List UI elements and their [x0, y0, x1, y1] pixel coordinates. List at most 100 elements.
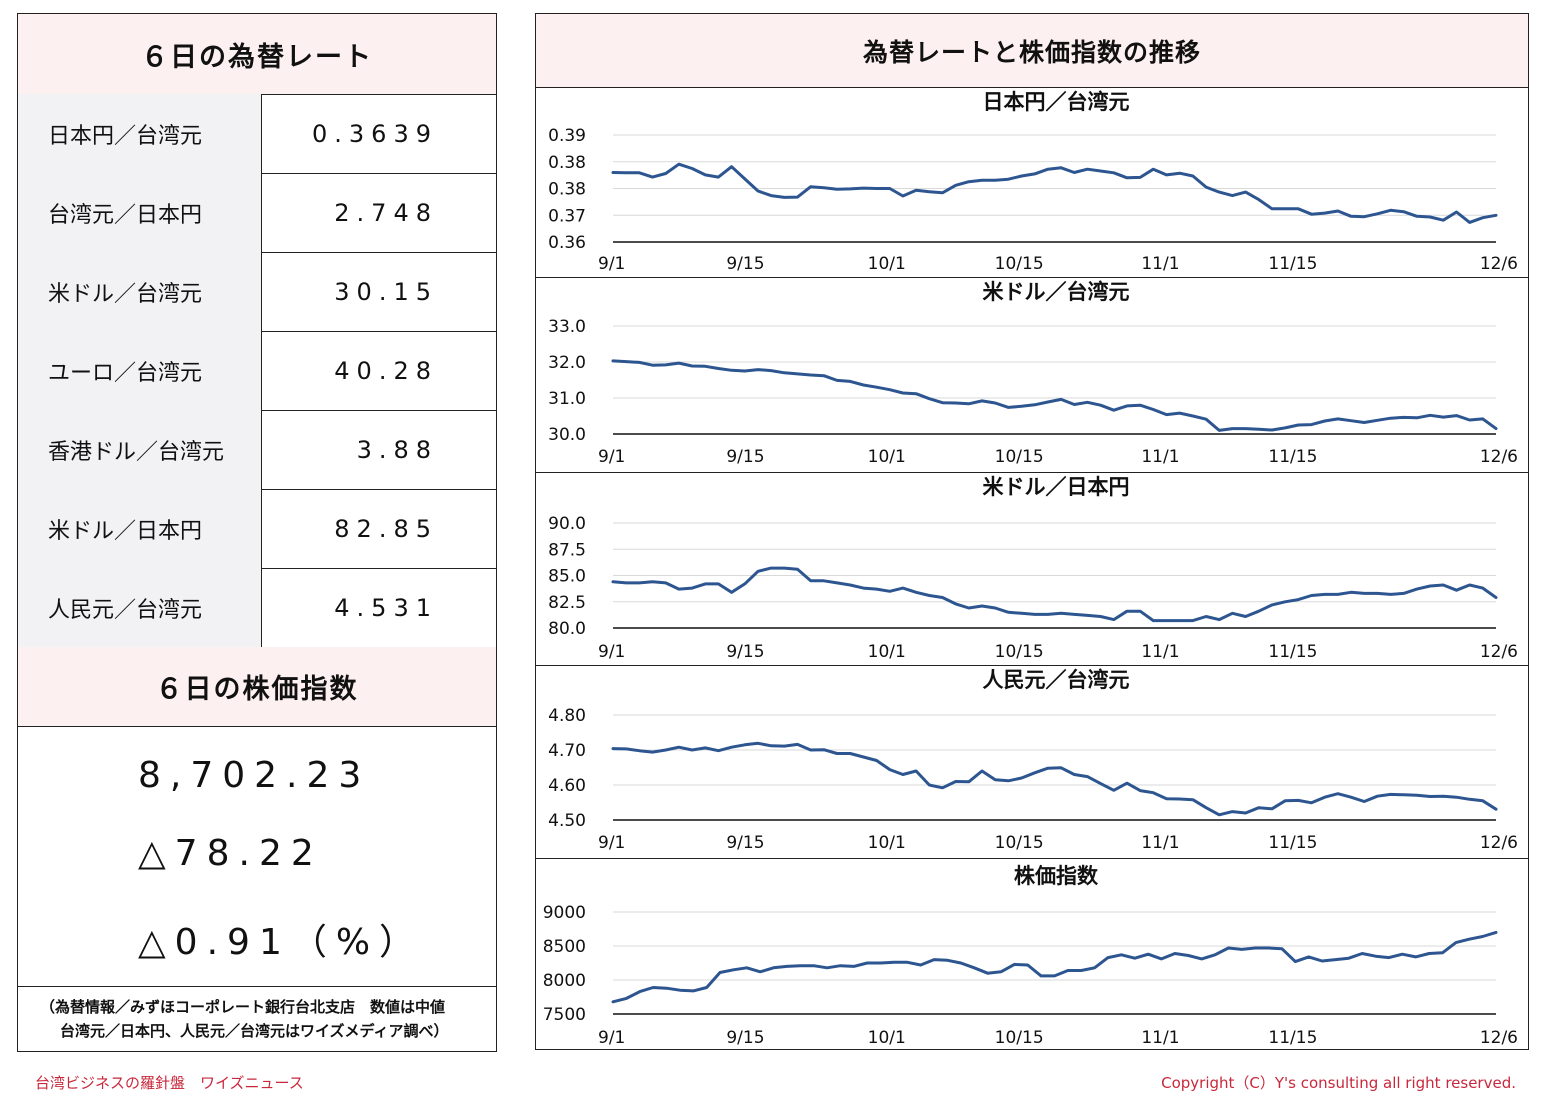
rate-value: 40.28: [334, 356, 438, 385]
chart-svg: 株価指数 9000 8500 8000 7500 9/1 9/15 10/1 10/15 11/1…: [543, 864, 1518, 1048]
x-tick-label: 9/15: [726, 1028, 764, 1048]
footer-copyright: Copyright（C）Y's consulting all right res…: [1161, 1074, 1516, 1092]
x-tick-label: 10/15: [995, 1028, 1044, 1048]
x-tick-label: 9/1: [598, 833, 625, 853]
rate-name: 米ドル／台湾元: [18, 252, 262, 331]
y-tick-label: 4.60: [548, 776, 586, 796]
chart-title: 人民元／台湾元: [983, 668, 1130, 692]
source-note: （為替情報／みずほコーポレート銀行台北支店 数値は中値 台湾元／日本円、人民元／…: [18, 986, 496, 1051]
x-tick-label: 12/6: [1480, 1028, 1518, 1048]
rate-name: 台湾元／日本円: [18, 173, 262, 252]
x-tick-label: 12/6: [1480, 447, 1518, 467]
chart-title: 日本円／台湾元: [983, 90, 1130, 114]
x-tick-label: 12/6: [1480, 642, 1518, 662]
rate-row: 香港ドル／台湾元 3.88: [18, 410, 496, 490]
x-tick-label: 12/6: [1480, 833, 1518, 853]
x-tick-label: 12/6: [1480, 254, 1518, 274]
rate-value: 3.88: [356, 435, 438, 464]
chart-svg: 人民元／台湾元 4.80 4.70 4.60 4.50 9/1 9/15 10/1 10/15 1…: [548, 668, 1518, 853]
chart-svg: 米ドル／日本円 90.0 87.5 85.0 82.5 80.0 9/1 9/15 10/1 10…: [548, 475, 1518, 662]
x-tick-label: 10/1: [868, 1028, 906, 1048]
y-tick-label: 0.39: [548, 126, 586, 146]
y-tick-label: 90.0: [548, 514, 586, 534]
x-tick-label: 11/15: [1268, 1028, 1317, 1048]
x-tick-label: 11/1: [1141, 1028, 1179, 1048]
y-tick-label: 82.5: [548, 593, 586, 613]
rate-row: 台湾元／日本円 2.748: [18, 173, 496, 253]
y-tick-label: 8500: [543, 937, 586, 957]
rates-title: ６日の為替レート: [18, 14, 496, 95]
chart-title: 株価指数: [1014, 864, 1099, 888]
x-tick-label: 9/15: [726, 833, 764, 853]
charts-panel: 為替レートと株価指数の推移 日本円／台湾元 0.39 0.38 0.38 0.37 0.3…: [535, 13, 1529, 1050]
x-tick-label: 10/15: [995, 833, 1044, 853]
rate-row: 米ドル／日本円 82.85: [18, 489, 496, 569]
y-tick-label: 8000: [543, 971, 586, 991]
rate-row: 米ドル／台湾元 30.15: [18, 252, 496, 332]
y-tick-label: 33.0: [548, 317, 586, 337]
y-tick-label: 31.0: [548, 389, 586, 409]
x-tick-label: 11/1: [1141, 254, 1179, 274]
x-tick-label: 9/1: [598, 1028, 625, 1048]
x-tick-label: 10/15: [995, 642, 1044, 662]
chart-usd-jpy: 米ドル／日本円 90.0 87.5 85.0 82.5 80.0 9/1 9/15 10/1 10…: [536, 472, 1528, 666]
x-tick-label: 10/1: [868, 833, 906, 853]
x-tick-label: 9/1: [598, 642, 625, 662]
x-tick-label: 11/1: [1141, 642, 1179, 662]
series-line: [611, 930, 1498, 1004]
chart-jpy-twd: 日本円／台湾元 0.39 0.38 0.38 0.37 0.36 9/1 9/15 10/1 10…: [536, 87, 1528, 278]
stock-title: ６日の株価指数: [18, 647, 496, 727]
rate-value: 2.748: [334, 198, 438, 227]
y-tick-label: 9000: [543, 903, 586, 923]
y-tick-label: 7500: [543, 1005, 586, 1025]
x-tick-label: 10/15: [995, 254, 1044, 274]
x-tick-label: 10/1: [868, 642, 906, 662]
chart-usd-twd: 米ドル／台湾元 33.0 32.0 31.0 30.0 9/1 9/15 10/1 10/15 1…: [536, 277, 1528, 473]
y-tick-label: 4.80: [548, 706, 586, 726]
y-tick-label: 80.0: [548, 619, 586, 639]
source-line: 台湾元／日本円、人民元／台湾元はワイズメディア調べ）: [60, 1022, 449, 1040]
rate-row: 人民元／台湾元 4.531: [18, 568, 496, 648]
x-tick-label: 9/1: [598, 447, 625, 467]
rate-row: ユーロ／台湾元 40.28: [18, 331, 496, 411]
stock-change: △78.22: [138, 833, 323, 874]
x-tick-label: 11/1: [1141, 447, 1179, 467]
x-tick-label: 11/1: [1141, 833, 1179, 853]
rate-row: 日本円／台湾元 0.3639: [18, 94, 496, 174]
rate-name: 日本円／台湾元: [18, 94, 262, 173]
stock-value: 8,702.23: [138, 755, 371, 796]
x-tick-label: 9/15: [726, 254, 764, 274]
rate-value: 4.531: [334, 593, 438, 622]
rate-value: 82.85: [334, 514, 438, 543]
x-tick-label: 11/15: [1268, 447, 1317, 467]
chart-svg: 日本円／台湾元 0.39 0.38 0.38 0.37 0.36 9/1 9/15 10/1 10…: [548, 90, 1518, 274]
x-tick-label: 10/1: [868, 254, 906, 274]
rate-name: 人民元／台湾元: [18, 568, 262, 647]
chart-stock-index: 株価指数 9000 8500 8000 7500 9/1 9/15 10/1 10/15 11/1…: [536, 858, 1528, 1049]
series-line: [611, 566, 1498, 623]
x-tick-label: 11/15: [1268, 833, 1317, 853]
y-tick-label: 0.36: [548, 233, 586, 253]
x-tick-label: 11/15: [1268, 254, 1317, 274]
chart-title: 米ドル／日本円: [983, 475, 1130, 499]
rate-name: 香港ドル／台湾元: [18, 410, 262, 489]
y-tick-label: 4.50: [548, 811, 586, 831]
x-tick-label: 9/15: [726, 642, 764, 662]
charts-title: 為替レートと株価指数の推移: [536, 14, 1528, 88]
rates-panel: ６日の為替レート 日本円／台湾元 0.3639 台湾元／日本円 2.748 米ド…: [17, 13, 497, 1052]
source-line: （為替情報／みずほコーポレート銀行台北支店 数値は中値: [40, 998, 446, 1016]
stock-change-percent: △0.91（%）: [138, 922, 425, 963]
x-tick-label: 9/1: [598, 254, 625, 274]
y-tick-label: 0.37: [548, 206, 586, 226]
chart-svg: 米ドル／台湾元 33.0 32.0 31.0 30.0 9/1 9/15 10/1 10/15 1…: [548, 280, 1518, 467]
y-tick-label: 87.5: [548, 540, 586, 560]
chart-title: 米ドル／台湾元: [983, 280, 1130, 304]
chart-cny-twd: 人民元／台湾元 4.80 4.70 4.60 4.50 9/1 9/15 10/1 10/15 1…: [536, 665, 1528, 859]
rate-name: ユーロ／台湾元: [18, 331, 262, 410]
y-tick-label: 0.38: [548, 180, 586, 200]
series-line: [611, 162, 1498, 224]
rate-value: 0.3639: [312, 119, 438, 148]
x-tick-label: 9/15: [726, 447, 764, 467]
series-line: [611, 741, 1498, 817]
x-tick-label: 11/15: [1268, 642, 1317, 662]
